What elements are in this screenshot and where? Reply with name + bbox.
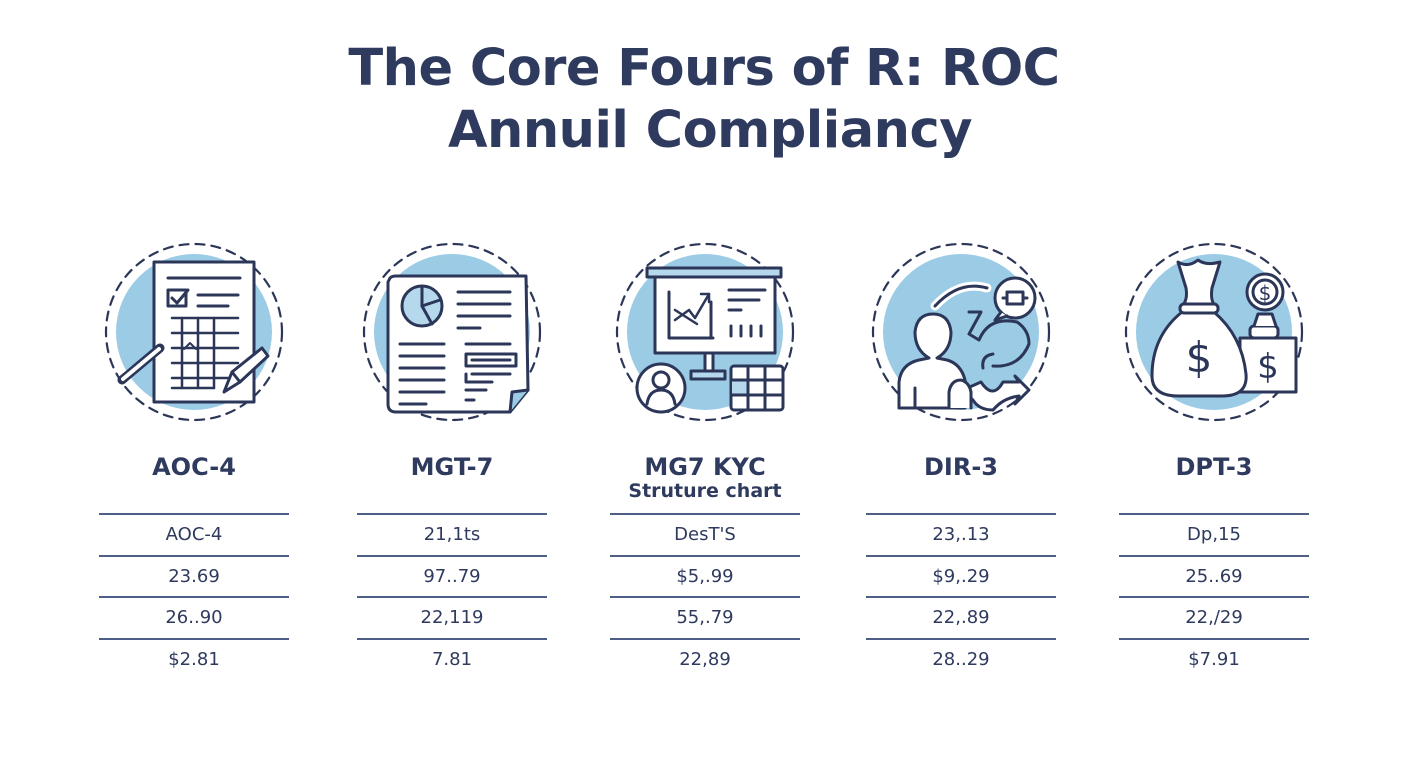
table-cell: 23,.13 <box>932 524 990 545</box>
table-cell: DesT'S <box>674 524 736 545</box>
svg-text:$: $ <box>1259 281 1272 305</box>
title-line-2: Annuil Compliancy <box>448 101 972 160</box>
presentation-board-chart-icon <box>613 240 797 424</box>
table-cell: 25..69 <box>1185 565 1243 587</box>
table-cell: 22,89 <box>679 648 731 670</box>
form-heading: DIR-3 <box>924 453 998 481</box>
annual-return-report-icon <box>360 240 544 424</box>
divider <box>357 637 547 640</box>
divider <box>866 554 1056 557</box>
page-title: The Core Fours of R: ROC Annuil Complian… <box>0 38 1408 162</box>
form-subheading: Struture chart <box>628 480 782 502</box>
table-cell: $9,.29 <box>932 565 990 587</box>
divider <box>1119 637 1309 640</box>
table-cell: $5,.99 <box>676 565 734 587</box>
value-table: Dp,15 25..69 22,/29 $7.91 <box>1119 513 1309 679</box>
table-cell: 7.81 <box>431 648 473 670</box>
divider <box>99 513 289 515</box>
table-cell: $2.81 <box>168 648 220 670</box>
divider <box>610 554 800 557</box>
table-cell: 55,.79 <box>676 607 734 628</box>
table-cell: 97..79 <box>423 565 481 587</box>
director-kyc-person-icon <box>869 240 1053 424</box>
divider <box>357 513 547 515</box>
title-line-1: The Core Fours of R: ROC <box>348 39 1060 98</box>
svg-text:$: $ <box>1257 347 1279 387</box>
form-heading: DPT-3 <box>1175 453 1253 481</box>
money-bag-deposit-icon: $ $ $ <box>1122 240 1306 424</box>
divider <box>99 637 289 640</box>
divider <box>866 513 1056 515</box>
svg-text:$: $ <box>1186 333 1213 382</box>
table-cell: AOC-4 <box>165 524 223 545</box>
divider <box>610 637 800 640</box>
value-table: DesT'S $5,.99 55,.79 22,89 <box>610 513 800 679</box>
table-cell: $7.91 <box>1188 648 1240 670</box>
value-table: AOC-4 23.69 26..90 $2.81 <box>99 513 289 679</box>
divider <box>1119 513 1309 515</box>
divider <box>866 596 1056 598</box>
value-table: 23,.13 $9,.29 22,.89 28..29 <box>866 513 1056 679</box>
table-cell: 26..90 <box>165 607 223 628</box>
table-cell: 21,1ts <box>423 524 481 545</box>
divider <box>1119 554 1309 557</box>
divider <box>99 596 289 598</box>
form-heading: AOC-4 <box>152 453 236 481</box>
form-heading: MG7 KYC <box>644 453 766 481</box>
form-heading: MGT-7 <box>410 453 494 481</box>
divider <box>610 513 800 515</box>
divider <box>357 554 547 557</box>
table-cell: 23.69 <box>168 565 220 587</box>
table-cell: 22,/29 <box>1185 607 1243 628</box>
financial-statement-document-icon <box>102 240 286 424</box>
divider <box>610 596 800 598</box>
table-cell: 22,119 <box>420 607 484 628</box>
table-cell: 22,.89 <box>932 607 990 628</box>
table-cell: 28..29 <box>932 648 990 670</box>
divider <box>1119 596 1309 598</box>
divider <box>866 637 1056 640</box>
divider <box>357 596 547 598</box>
table-cell: Dp,15 <box>1187 524 1241 545</box>
value-table: 21,1ts 97..79 22,119 7.81 <box>357 513 547 679</box>
divider <box>99 554 289 557</box>
